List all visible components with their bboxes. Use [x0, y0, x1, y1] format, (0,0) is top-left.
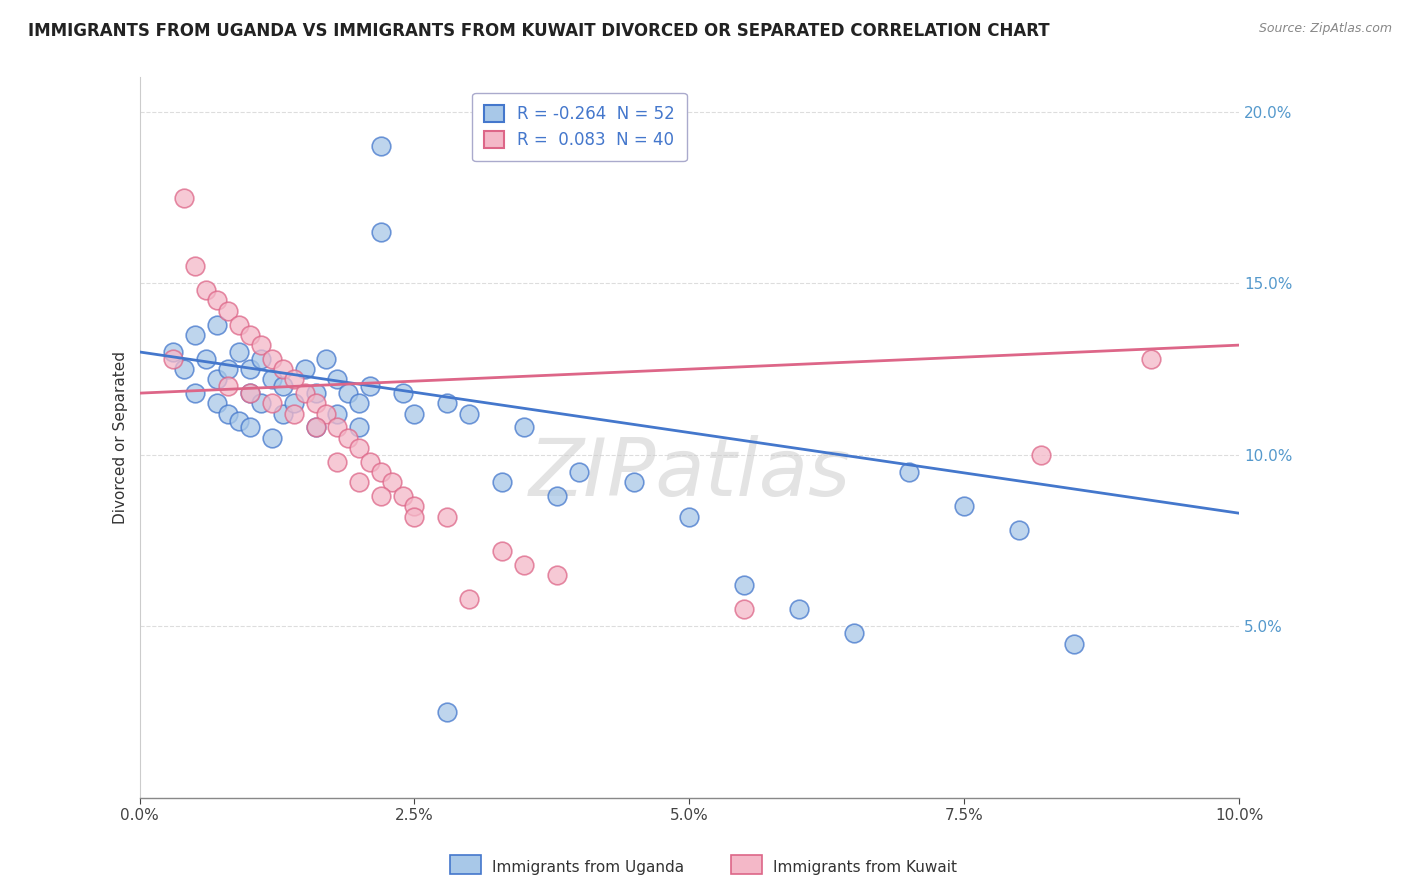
Point [173, 362, 195, 376]
Point [271, 362, 294, 376]
Point [228, 318, 250, 332]
Point [228, 345, 250, 359]
Point [238, 327, 260, 342]
Point [789, 602, 811, 616]
Point [349, 396, 371, 410]
Point [183, 386, 205, 401]
Point [370, 225, 392, 239]
Point [260, 396, 283, 410]
Point [326, 407, 349, 421]
Point [546, 489, 568, 503]
Point [404, 509, 426, 524]
Point [205, 372, 228, 386]
Point [249, 338, 271, 352]
Point [217, 362, 239, 376]
Point [1063, 637, 1085, 651]
Point [349, 475, 371, 490]
Point [349, 441, 371, 455]
Point [217, 303, 239, 318]
Point [392, 386, 415, 401]
Point [271, 379, 294, 393]
Point [1140, 351, 1163, 366]
Point [326, 455, 349, 469]
Legend: R = -0.264  N = 52, R =  0.083  N = 40: R = -0.264 N = 52, R = 0.083 N = 40 [472, 93, 686, 161]
Point [546, 568, 568, 582]
Text: Source: ZipAtlas.com: Source: ZipAtlas.com [1258, 22, 1392, 36]
Text: Immigrants from Kuwait: Immigrants from Kuwait [773, 860, 957, 874]
Point [205, 396, 228, 410]
Point [260, 351, 283, 366]
Point [381, 475, 404, 490]
Point [404, 407, 426, 421]
Point [404, 500, 426, 514]
Point [513, 558, 536, 572]
Point [283, 407, 305, 421]
Point [733, 578, 755, 592]
Point [162, 345, 184, 359]
Point [217, 379, 239, 393]
Point [260, 431, 283, 445]
Point [194, 283, 217, 297]
Point [315, 407, 337, 421]
Point [491, 475, 513, 490]
Point [337, 431, 360, 445]
Point [238, 386, 260, 401]
Point [1031, 448, 1053, 462]
Point [898, 465, 921, 479]
Point [294, 362, 316, 376]
Text: Immigrants from Uganda: Immigrants from Uganda [492, 860, 685, 874]
Point [370, 465, 392, 479]
Text: ZIPatlas: ZIPatlas [529, 434, 851, 513]
Point [733, 602, 755, 616]
Point [360, 455, 382, 469]
Text: IMMIGRANTS FROM UGANDA VS IMMIGRANTS FROM KUWAIT DIVORCED OR SEPARATED CORRELATI: IMMIGRANTS FROM UGANDA VS IMMIGRANTS FRO… [28, 22, 1050, 40]
Point [249, 351, 271, 366]
Point [260, 372, 283, 386]
Point [953, 500, 976, 514]
Point [844, 626, 866, 640]
Point [392, 489, 415, 503]
Point [194, 351, 217, 366]
Point [491, 544, 513, 558]
Point [370, 139, 392, 153]
Point [238, 386, 260, 401]
Point [436, 509, 458, 524]
Point [162, 351, 184, 366]
Point [271, 407, 294, 421]
Point [1008, 524, 1031, 538]
Point [458, 407, 481, 421]
Point [315, 351, 337, 366]
Point [326, 372, 349, 386]
Point [249, 396, 271, 410]
Point [217, 407, 239, 421]
Point [360, 379, 382, 393]
Point [370, 489, 392, 503]
Y-axis label: Divorced or Separated: Divorced or Separated [114, 351, 128, 524]
Point [623, 475, 645, 490]
Point [513, 420, 536, 434]
Point [304, 386, 326, 401]
Point [326, 420, 349, 434]
Point [436, 396, 458, 410]
Point [568, 465, 591, 479]
Point [283, 372, 305, 386]
Point [205, 293, 228, 308]
Point [349, 420, 371, 434]
Point [228, 414, 250, 428]
Point [304, 420, 326, 434]
Point [183, 327, 205, 342]
Point [183, 259, 205, 273]
Point [436, 706, 458, 720]
Point [238, 362, 260, 376]
Point [173, 190, 195, 204]
Point [238, 420, 260, 434]
Point [678, 509, 700, 524]
Point [205, 318, 228, 332]
Point [283, 396, 305, 410]
Point [304, 420, 326, 434]
Point [294, 386, 316, 401]
Point [304, 396, 326, 410]
Point [458, 592, 481, 607]
Point [337, 386, 360, 401]
